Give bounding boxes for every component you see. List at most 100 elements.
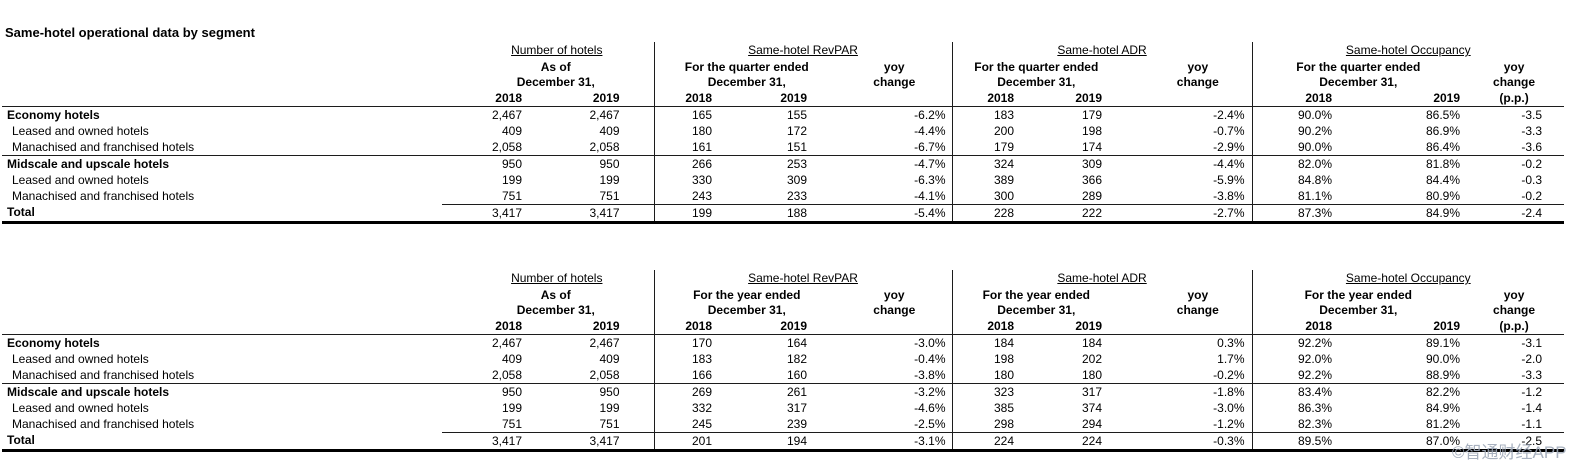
- year-header: 2018: [1251, 318, 1337, 335]
- data-cell: -4.4%: [1106, 155, 1253, 172]
- data-cell: -2.0: [1521, 351, 1543, 366]
- year-header: 2019: [1018, 318, 1107, 335]
- table-row: Manachised and franchised hotels 2,058 2,0…: [2, 367, 1564, 384]
- data-cell: -0.2%: [1213, 367, 1245, 382]
- data-cell: 90.0%: [1251, 106, 1337, 123]
- data-cell: -1.8%: [1106, 383, 1253, 400]
- data-cell: -3.1: [1521, 335, 1543, 350]
- data-cell: 2,467: [491, 107, 522, 122]
- data-cell: 330: [653, 172, 717, 188]
- page-title: Same-hotel operational data by segment: [5, 25, 255, 40]
- data-cell: 324: [951, 155, 1019, 172]
- data-cell: -3.8%: [914, 367, 946, 382]
- period-header: For the year ended December 31,: [653, 286, 812, 318]
- column-group-title: Same-hotel ADR: [1057, 271, 1147, 285]
- year-header: 2018: [442, 318, 526, 335]
- data-cell: 1.7%: [1217, 351, 1245, 366]
- data-cell: 172: [786, 123, 808, 138]
- data-cell: 86.9%: [1426, 123, 1461, 138]
- spacer-cell: [2, 270, 442, 286]
- column-group-title: Same-hotel ADR: [1057, 43, 1147, 57]
- data-cell: 89.1%: [1426, 335, 1461, 350]
- column-group-header: Same-hotel ADR: [951, 270, 1253, 286]
- data-cell: 239: [786, 416, 808, 431]
- data-cell: -5.4%: [811, 204, 953, 224]
- column-group-title: Same-hotel Occupancy: [1345, 271, 1471, 285]
- yoy-change-header: yoy change: [1176, 60, 1219, 89]
- data-cell: 950: [526, 155, 655, 172]
- data-cell: 3,417: [526, 432, 655, 452]
- data-cell: -3.8%: [1213, 188, 1245, 203]
- column-group-header: Number of hotels: [442, 42, 654, 58]
- data-cell: 332: [653, 400, 717, 416]
- column-group-title: Number of hotels: [511, 43, 603, 57]
- data-cell: 188: [716, 204, 812, 224]
- data-cell: -0.2: [1464, 155, 1565, 172]
- yoy-unit-header: (p.p.): [1464, 318, 1565, 335]
- column-group-header: Same-hotel RevPAR: [653, 270, 953, 286]
- yoy-change-header: yoy change: [1493, 288, 1536, 317]
- period-header: As of December 31,: [516, 60, 595, 89]
- table-row: Midscale and upscale hotels 950 950 269 261-…: [2, 383, 1565, 400]
- year-header: 2018: [951, 90, 1019, 107]
- data-cell: -0.4%: [914, 351, 946, 366]
- spacer-cell: [2, 58, 442, 90]
- data-cell: 261: [716, 383, 812, 400]
- data-cell: 82.2%: [1336, 383, 1465, 400]
- data-cell: 409: [501, 123, 522, 138]
- header-row-group-titles: Number of hotels Same-hotel RevPAR Same-ho…: [2, 270, 1565, 286]
- year-header: 2018: [1251, 90, 1337, 107]
- data-cell: -3.0%: [914, 335, 946, 350]
- watermark: ©智通财经APP: [1452, 443, 1567, 462]
- year-header: 2018: [653, 90, 717, 107]
- data-cell: -2.4%: [1213, 107, 1245, 122]
- row-label: Total: [2, 204, 442, 224]
- data-cell: 86.5%: [1426, 107, 1461, 122]
- table-row: Leased and owned hotels 199 199 330 309 -6.3%…: [2, 172, 1564, 188]
- data-cell: 84.9%: [1426, 400, 1461, 415]
- year-header: 2019: [1018, 90, 1107, 107]
- row-label: Economy hotels: [7, 107, 100, 122]
- yoy-change-header: yoy change: [873, 288, 916, 317]
- table-row: Economy hotels 2,467 2,467 170 164 -3.0% 184 18…: [2, 334, 1564, 351]
- data-cell: 228: [951, 204, 1019, 224]
- period-header: For the quarter ended December 31,: [1251, 58, 1465, 90]
- data-cell: 2,467: [589, 335, 620, 350]
- row-label: Manachised and franchised hotels: [12, 139, 195, 154]
- year-header: 2019: [716, 90, 812, 107]
- data-cell: 199: [599, 172, 620, 187]
- table-row: Midscale and upscale hotels 950 950 266 253-…: [2, 155, 1565, 172]
- year-header: 2018: [442, 90, 526, 107]
- data-cell: 179: [951, 139, 1019, 156]
- data-cell: -2.5: [1464, 432, 1565, 452]
- row-label: Manachised and franchised hotels: [12, 367, 195, 382]
- data-cell: -3.3: [1521, 123, 1543, 138]
- data-cell: 194: [716, 432, 812, 452]
- data-cell: -0.3%: [1106, 432, 1253, 452]
- header-row-group-titles: Number of hotels Same-hotel RevPAR Same-ho…: [2, 42, 1565, 58]
- data-cell: 200: [951, 123, 1019, 139]
- row-label: Leased and owned hotels: [12, 351, 149, 366]
- data-cell: -1.2: [1464, 383, 1565, 400]
- column-group-header: Same-hotel Occupancy: [1251, 42, 1565, 58]
- data-cell: 161: [653, 139, 717, 156]
- data-cell: -2.7%: [1106, 204, 1253, 224]
- data-cell: 92.2%: [1251, 334, 1337, 351]
- year-header: 2019: [526, 318, 655, 335]
- data-cell: 164: [786, 335, 808, 350]
- data-cell: -3.5: [1521, 107, 1543, 122]
- column-group-title: Number of hotels: [511, 271, 603, 285]
- data-cell: 409: [599, 123, 620, 138]
- data-cell: 199: [501, 400, 522, 415]
- table-row: Economy hotels 2,467 2,467 165 155 -6.2% 183 17…: [2, 106, 1564, 123]
- quarterly-data-table: Number of hotels Same-hotel RevPAR Same-ho…: [2, 42, 1565, 224]
- yoy-change-header: yoy change: [1493, 60, 1536, 89]
- data-cell: 198: [951, 351, 1019, 367]
- data-cell: 233: [786, 188, 808, 203]
- data-cell: 165: [653, 106, 717, 123]
- period-header: For the quarter ended December 31,: [653, 58, 812, 90]
- data-cell: 243: [653, 188, 717, 205]
- data-cell: -4.7%: [811, 155, 953, 172]
- data-cell: -3.6: [1521, 139, 1543, 154]
